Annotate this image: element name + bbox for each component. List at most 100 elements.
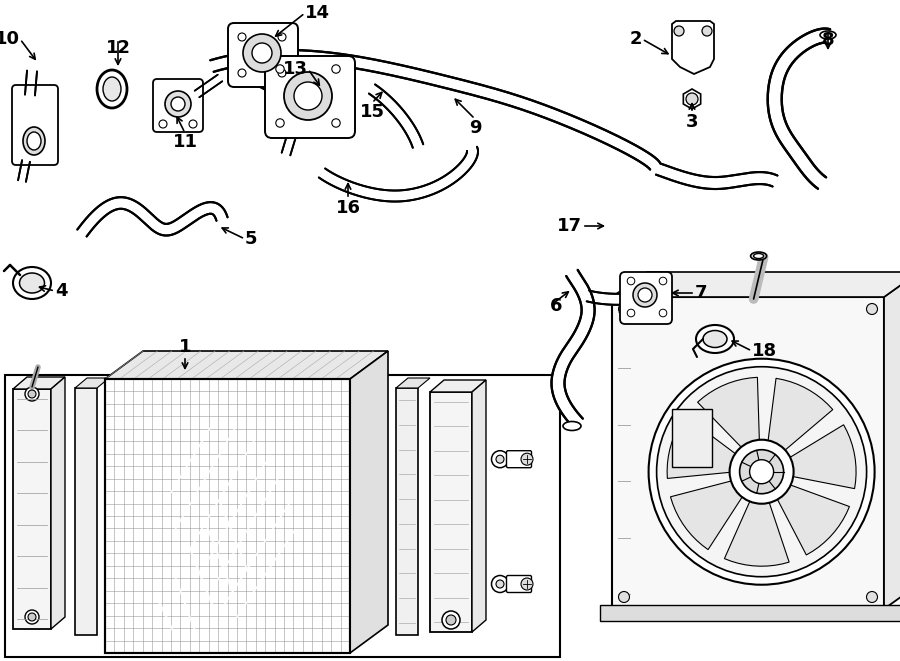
Text: 1: 1 [179, 338, 191, 356]
Bar [5, 375, 560, 657]
Circle shape [638, 288, 652, 302]
Circle shape [659, 277, 667, 285]
FancyBboxPatch shape [620, 272, 672, 324]
Bar [672, 409, 712, 467]
FancyBboxPatch shape [153, 79, 203, 132]
Polygon shape [194, 75, 222, 97]
Polygon shape [587, 291, 637, 305]
Circle shape [275, 119, 284, 127]
Bar [105, 379, 350, 653]
Text: 4: 4 [55, 282, 68, 300]
Circle shape [446, 615, 456, 625]
Polygon shape [884, 272, 900, 609]
Polygon shape [552, 270, 595, 428]
Ellipse shape [820, 31, 836, 39]
Polygon shape [768, 28, 830, 188]
FancyBboxPatch shape [507, 576, 532, 592]
Polygon shape [77, 197, 228, 237]
Ellipse shape [13, 267, 51, 299]
Circle shape [649, 359, 875, 585]
Ellipse shape [753, 254, 763, 258]
Text: 12: 12 [105, 39, 130, 57]
Ellipse shape [103, 77, 121, 101]
FancyBboxPatch shape [228, 23, 298, 87]
Circle shape [521, 578, 533, 590]
Polygon shape [780, 425, 856, 488]
Text: 6: 6 [550, 297, 562, 315]
Text: 9: 9 [469, 119, 482, 137]
Circle shape [686, 93, 698, 105]
Text: 10: 10 [0, 30, 20, 48]
Bar [396, 388, 418, 635]
Polygon shape [430, 380, 486, 392]
Circle shape [294, 82, 322, 110]
FancyBboxPatch shape [265, 56, 355, 138]
Circle shape [627, 277, 634, 285]
Bar [600, 605, 900, 621]
Polygon shape [683, 89, 701, 109]
Polygon shape [772, 481, 850, 555]
Polygon shape [767, 378, 832, 458]
Circle shape [278, 69, 286, 77]
Circle shape [750, 459, 774, 484]
Circle shape [278, 33, 286, 41]
Bar [75, 388, 97, 635]
FancyBboxPatch shape [507, 451, 532, 468]
Circle shape [521, 453, 533, 465]
Text: 15: 15 [359, 103, 384, 121]
Text: 17: 17 [557, 217, 582, 235]
Circle shape [491, 576, 508, 592]
Circle shape [284, 72, 332, 120]
Polygon shape [13, 377, 65, 389]
Polygon shape [75, 378, 109, 388]
Circle shape [491, 451, 508, 468]
Circle shape [496, 580, 504, 588]
Polygon shape [369, 85, 423, 148]
FancyBboxPatch shape [12, 85, 58, 165]
Polygon shape [670, 478, 749, 549]
Text: 5: 5 [245, 230, 257, 248]
Ellipse shape [23, 127, 45, 155]
Bar [13, 389, 51, 629]
Polygon shape [319, 147, 478, 202]
Ellipse shape [751, 252, 767, 260]
Polygon shape [105, 351, 388, 379]
Circle shape [633, 283, 657, 307]
Text: 11: 11 [173, 133, 197, 151]
Circle shape [627, 309, 634, 317]
Text: 7: 7 [695, 284, 707, 302]
Circle shape [740, 449, 784, 494]
Ellipse shape [20, 273, 44, 293]
Polygon shape [25, 71, 37, 95]
Circle shape [442, 611, 460, 629]
Circle shape [243, 34, 281, 72]
Ellipse shape [563, 422, 581, 430]
Circle shape [252, 43, 272, 63]
Polygon shape [350, 351, 388, 653]
Polygon shape [211, 50, 660, 169]
Circle shape [674, 26, 684, 36]
Circle shape [332, 119, 340, 127]
Circle shape [332, 65, 340, 73]
Polygon shape [698, 377, 760, 455]
Circle shape [238, 33, 246, 41]
Circle shape [275, 65, 284, 73]
Ellipse shape [97, 70, 127, 108]
Text: 2: 2 [629, 30, 642, 48]
Circle shape [159, 120, 167, 128]
Ellipse shape [27, 132, 41, 150]
Polygon shape [282, 130, 297, 155]
Circle shape [25, 610, 39, 624]
Circle shape [702, 26, 712, 36]
Bar [105, 379, 350, 653]
Text: 3: 3 [686, 113, 698, 131]
Polygon shape [472, 380, 486, 632]
Circle shape [867, 592, 877, 602]
Polygon shape [724, 490, 789, 566]
Polygon shape [667, 416, 745, 479]
Circle shape [618, 303, 629, 315]
Polygon shape [612, 272, 900, 297]
Circle shape [238, 69, 246, 77]
Polygon shape [672, 21, 714, 74]
Circle shape [171, 97, 185, 111]
